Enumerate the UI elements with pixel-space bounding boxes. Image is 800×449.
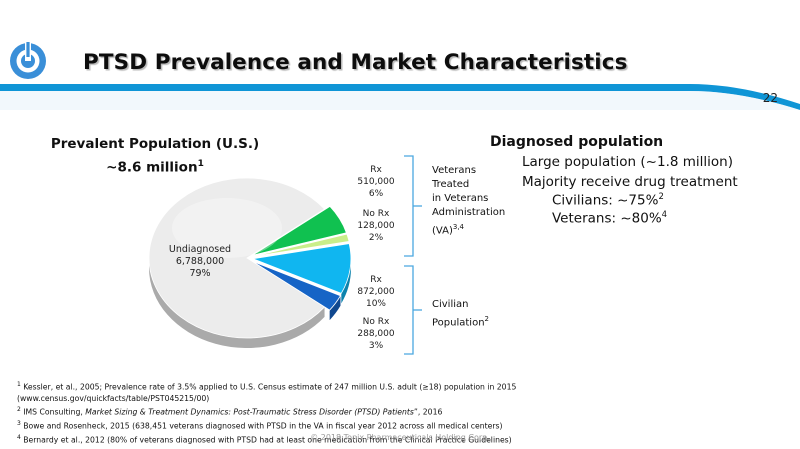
veterans-footnote-ref: 4 [661, 210, 668, 220]
page-title: PTSD Prevalence and Market Characteristi… [83, 50, 628, 75]
pie-highlight [172, 198, 282, 258]
undiagnosed-pct: 79% [189, 268, 211, 279]
footnote-3: 3 Bowe and Rosenheck, 2015 (638,451 vete… [17, 420, 503, 431]
va-no-rx-name: No Rx [362, 209, 390, 219]
va-line-2: Treated [432, 179, 470, 190]
footnotes: 1 Kessler, et al., 2005; Prevalence rate… [17, 379, 787, 446]
civilian-population-text: Population [432, 317, 485, 329]
va-rx-name: Rx [370, 165, 382, 175]
slice-civ-no-rx [251, 260, 342, 311]
va-no-rx-label: No Rx 128,000 2% [351, 208, 401, 244]
sub-bullet-civilians: Civilians: ~75%2 [552, 192, 664, 209]
prevalent-population-heading: Prevalent Population (U.S.) ~8.6 million… [26, 134, 284, 178]
va-line-4: Administration [432, 207, 506, 218]
undiagnosed-value: 6,788,000 [175, 256, 225, 267]
total-footnote-ref: 1 [197, 159, 204, 169]
va-rx-label: Rx 510,000 6% [351, 164, 401, 200]
civilian-line-2: Population2 [432, 312, 489, 330]
slice-civ-rx-side [341, 258, 351, 304]
page-number: 22 [762, 91, 778, 105]
sub-bullet-veterans: Veterans: ~80%4 [552, 210, 667, 227]
total-value: ~8.6 million [106, 159, 198, 176]
slice-undiagnosed-side [149, 258, 325, 348]
va-group-label: Veterans Treated in Veterans Administrat… [432, 164, 505, 238]
va-line-5: (VA)3,4 [432, 220, 505, 238]
veterans-text: Veterans: ~80% [552, 210, 662, 227]
prevalent-population-title: Prevalent Population (U.S.) [50, 136, 260, 152]
civ-no-rx-name: No Rx [362, 317, 390, 327]
va-rx-value: 510,000 [357, 177, 395, 187]
bullet-drug-treatment: Majority receive drug treatment [522, 174, 738, 190]
va-rx-pct: 6% [368, 189, 384, 199]
undiagnosed-slice-label: Undiagnosed 6,788,000 79% [148, 244, 252, 280]
footnote-1-url: (www.census.gov/quickfacts/table/PST0452… [17, 393, 210, 403]
prevalent-population-total: ~8.6 million1 [26, 154, 284, 178]
civilian-footnote-ref: 2 [484, 315, 490, 323]
va-no-rx-value: 128,000 [357, 221, 395, 231]
slice-undiagnosed [148, 177, 326, 339]
va-no-rx-pct: 2% [368, 233, 384, 243]
civ-rx-label: Rx 872,000 10% [351, 274, 401, 310]
civ-rx-pct: 10% [365, 299, 386, 309]
footnote-2: 2 IMS Consulting, Market Sizing & Treatm… [17, 406, 443, 417]
slice-va-rx [252, 205, 347, 256]
civ-rx-name: Rx [370, 275, 382, 285]
civ-no-rx-label: No Rx 288,000 3% [351, 316, 401, 352]
civ-no-rx-value: 288,000 [357, 329, 395, 339]
civilian-group-label: Civilian Population2 [432, 298, 489, 330]
group-brackets [404, 155, 422, 355]
civilians-text: Civilians: ~75% [552, 192, 659, 209]
footnote-1: 1 Kessler, et al., 2005; Prevalence rate… [17, 381, 517, 392]
header-accent-band [0, 84, 800, 110]
slice-va-no-rx [252, 233, 350, 257]
tonix-logo-icon [10, 42, 46, 79]
prevalence-pie-chart [148, 177, 352, 348]
slice-civ-rx [251, 243, 352, 294]
diagnosed-population-heading: Diagnosed population [490, 134, 664, 150]
civ-no-rx-pct: 3% [368, 341, 384, 351]
va-footnote-ref: 3,4 [452, 223, 464, 231]
copyright-notice: © 2018 Tonix Pharmaceuticals Holding Cor… [310, 433, 490, 442]
civilian-line-1: Civilian [432, 299, 469, 310]
pie-depth [149, 258, 351, 348]
va-line-1: Veterans [432, 165, 477, 176]
footnote-4: 4 Bernardy et al., 2012 (80% of veterans… [17, 434, 512, 445]
civilians-footnote-ref: 2 [658, 192, 664, 202]
bullet-large-population: Large population (~1.8 million) [522, 154, 733, 170]
undiagnosed-name: Undiagnosed [168, 244, 232, 255]
civ-rx-value: 872,000 [357, 287, 395, 297]
va-line-3: in Veterans [432, 193, 489, 204]
va-abbrev: (VA) [432, 225, 453, 237]
slice-civ-no-rx-side [329, 295, 341, 321]
